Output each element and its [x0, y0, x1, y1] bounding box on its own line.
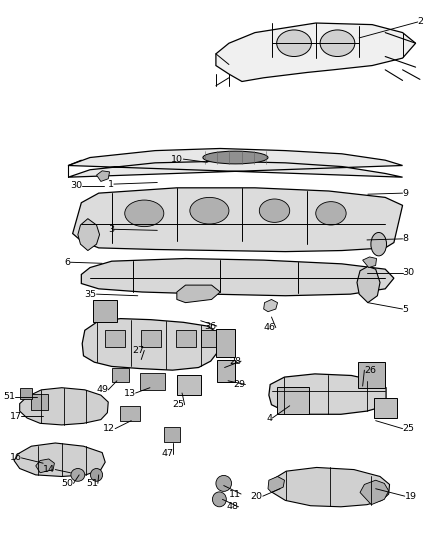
Text: 51: 51 [4, 392, 15, 401]
Bar [93, 300, 117, 322]
Text: 6: 6 [64, 258, 71, 266]
Polygon shape [20, 387, 108, 425]
Text: 25: 25 [403, 424, 415, 433]
Polygon shape [269, 374, 386, 414]
Polygon shape [78, 219, 99, 251]
Ellipse shape [216, 475, 232, 491]
Text: 14: 14 [43, 465, 55, 474]
Text: 29: 29 [233, 380, 245, 389]
Text: 16: 16 [10, 454, 21, 463]
Text: 50: 50 [61, 479, 74, 488]
Polygon shape [216, 23, 416, 82]
Polygon shape [36, 459, 54, 473]
Text: 28: 28 [229, 357, 241, 366]
Text: 36: 36 [205, 321, 217, 330]
Ellipse shape [277, 30, 311, 56]
Bar [177, 375, 201, 395]
Text: 35: 35 [85, 289, 96, 298]
Ellipse shape [71, 469, 85, 481]
Bar [32, 394, 48, 410]
Text: 27: 27 [132, 346, 144, 355]
Text: 47: 47 [161, 449, 173, 458]
Bar [216, 329, 236, 357]
Text: 17: 17 [10, 412, 21, 421]
Text: 26: 26 [364, 366, 376, 375]
Bar [277, 386, 309, 414]
Bar [201, 330, 220, 348]
Polygon shape [360, 480, 389, 505]
Polygon shape [14, 443, 105, 477]
Text: 9: 9 [403, 189, 409, 198]
Ellipse shape [203, 151, 268, 164]
Ellipse shape [125, 200, 164, 227]
Bar [358, 362, 385, 387]
Bar [112, 368, 129, 382]
Polygon shape [68, 149, 403, 177]
Text: 11: 11 [229, 489, 241, 498]
Polygon shape [357, 266, 380, 303]
Polygon shape [177, 285, 220, 303]
Ellipse shape [259, 199, 290, 222]
Bar [140, 373, 165, 390]
Ellipse shape [320, 30, 355, 56]
Text: 5: 5 [403, 304, 409, 313]
Text: 30: 30 [403, 269, 415, 277]
Bar [217, 360, 235, 382]
Text: 2: 2 [418, 18, 424, 27]
Text: 3: 3 [108, 225, 114, 234]
Bar [105, 330, 125, 348]
Text: 49: 49 [96, 385, 108, 394]
Text: 30: 30 [70, 181, 82, 190]
Ellipse shape [190, 197, 229, 224]
Polygon shape [96, 171, 110, 181]
Ellipse shape [316, 201, 346, 225]
Polygon shape [268, 477, 285, 492]
Bar [176, 330, 195, 348]
Bar [164, 427, 180, 442]
Text: 13: 13 [124, 389, 136, 398]
Text: 25: 25 [173, 400, 185, 409]
Text: 12: 12 [103, 424, 115, 433]
Text: 46: 46 [264, 323, 276, 332]
Text: 10: 10 [171, 155, 184, 164]
Bar [374, 398, 397, 418]
Ellipse shape [91, 469, 102, 481]
Polygon shape [82, 319, 218, 370]
Bar [120, 406, 140, 421]
Text: 51: 51 [86, 479, 98, 488]
Ellipse shape [371, 232, 386, 256]
Polygon shape [81, 259, 394, 296]
Polygon shape [363, 257, 377, 268]
Text: 48: 48 [226, 502, 238, 511]
Bar [141, 330, 161, 348]
Text: 20: 20 [251, 491, 263, 500]
Polygon shape [272, 467, 389, 507]
Polygon shape [264, 300, 278, 312]
Text: 1: 1 [108, 180, 114, 189]
Ellipse shape [212, 492, 226, 507]
Text: 19: 19 [405, 491, 417, 500]
Polygon shape [73, 188, 403, 252]
Text: 4: 4 [266, 414, 272, 423]
Text: 8: 8 [403, 235, 409, 244]
Bar [20, 387, 32, 399]
